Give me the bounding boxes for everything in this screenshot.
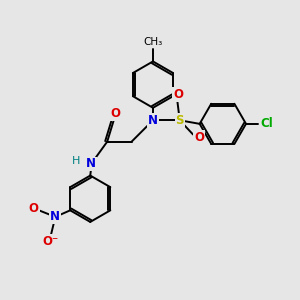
Text: N: N: [148, 114, 158, 127]
Text: N: N: [86, 158, 96, 170]
Text: CH₃: CH₃: [143, 37, 163, 47]
Text: O: O: [173, 88, 183, 101]
Text: O: O: [194, 131, 204, 144]
Text: H: H: [72, 156, 80, 166]
Text: N: N: [50, 210, 60, 224]
Text: O⁻: O⁻: [43, 235, 59, 248]
Text: O: O: [110, 107, 120, 120]
Text: S: S: [176, 114, 184, 127]
Text: Cl: Cl: [260, 117, 273, 130]
Text: O: O: [28, 202, 39, 215]
